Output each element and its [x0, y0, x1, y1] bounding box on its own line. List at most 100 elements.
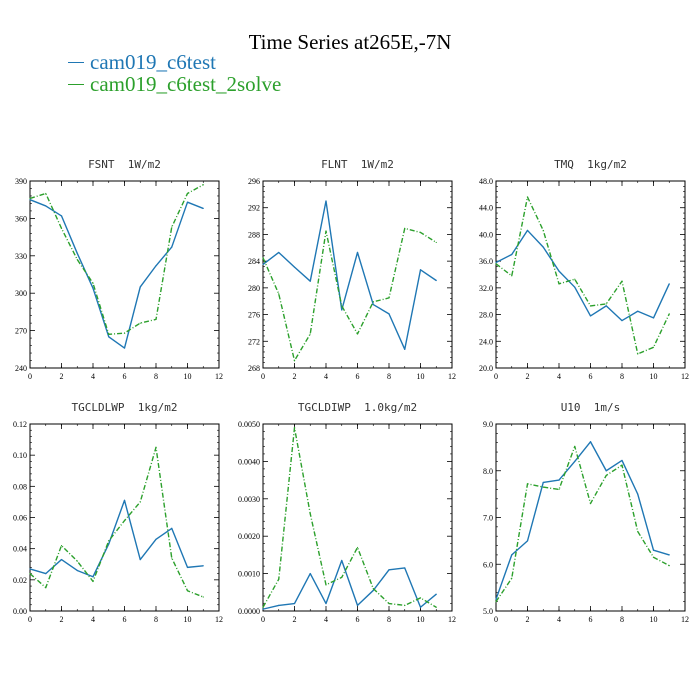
plot-frame	[262, 423, 453, 612]
panel-title: TMQ 1kg/m2	[554, 158, 627, 171]
plot-frame	[262, 180, 453, 369]
series-2-point	[589, 502, 592, 505]
series-1-point	[262, 608, 264, 610]
series-2-point	[293, 360, 296, 362]
series-1-point	[293, 602, 296, 605]
x-tick-label: 4	[557, 372, 561, 381]
x-tick-label: 12	[681, 615, 689, 624]
series-1-point	[419, 606, 422, 608]
x-tick-label: 4	[557, 615, 561, 624]
series-2-point	[108, 333, 110, 335]
series-2-point	[309, 513, 311, 515]
y-tick-label: 284	[248, 257, 260, 266]
series-2-point	[262, 606, 264, 608]
series-2-point	[605, 474, 607, 477]
series-2-point	[542, 229, 544, 232]
y-tick-label: 0.04	[13, 545, 27, 554]
x-tick-label: 6	[356, 615, 360, 624]
series-1-point	[309, 573, 311, 575]
series-2-point	[435, 241, 437, 244]
series-2-point	[574, 278, 576, 280]
series-2-point	[589, 305, 592, 307]
series-1-point	[325, 200, 327, 202]
panel-title: TGCLDLWP 1kg/m2	[72, 401, 178, 414]
panel-title: FSNT 1W/m2	[88, 158, 161, 171]
series-2-point	[123, 520, 126, 522]
series-line-1	[29, 199, 204, 349]
series-2-point	[29, 197, 31, 200]
y-tick-label: 7.0	[483, 514, 493, 523]
x-tick-label: 12	[215, 372, 223, 381]
series-line-2	[262, 227, 437, 362]
series-2-point	[526, 483, 529, 485]
series-1-point	[652, 317, 655, 319]
series-2-point	[171, 557, 173, 559]
series-2-point	[92, 580, 94, 582]
series-2-point	[76, 560, 78, 562]
series-line-1	[29, 499, 204, 578]
series-2-point	[621, 280, 623, 282]
series-2-point	[574, 445, 576, 448]
series-line-1	[495, 441, 670, 600]
y-tick-label: 276	[248, 311, 260, 320]
y-tick-label: 360	[15, 214, 27, 223]
panel-5: TGCLDIWP 1.0kg/m2 0 2 4 6 8 10 12 0.0000 0.0010 0.…	[238, 401, 456, 624]
series-line-1	[262, 200, 437, 350]
series-1-point	[637, 310, 639, 312]
x-tick-label: 8	[620, 615, 624, 624]
series-2-point	[186, 192, 189, 195]
x-tick-label: 4	[324, 615, 328, 624]
series-2-point	[526, 196, 529, 198]
series-2-point	[637, 530, 639, 533]
series-2-point	[372, 301, 374, 303]
series-1-point	[511, 554, 513, 556]
y-tick-label: 0.02	[13, 576, 27, 585]
x-tick-label: 8	[154, 615, 158, 624]
series-1-point	[29, 568, 31, 570]
series-1-point	[526, 540, 529, 542]
series-1-point	[511, 253, 513, 256]
series-1-point	[325, 602, 327, 605]
series-line-2	[262, 427, 437, 608]
series-2-point	[108, 540, 110, 542]
legend-label-series-1: cam019_c6test	[90, 50, 216, 74]
series-2-point	[495, 263, 497, 265]
series-2-point	[202, 184, 204, 186]
series-2-point	[341, 576, 343, 578]
y-tick-label: 0.08	[13, 482, 27, 491]
series-1-point	[108, 336, 110, 338]
y-tick-label: 6.0	[483, 560, 493, 569]
x-tick-label: 10	[184, 615, 192, 624]
x-tick-label: 10	[417, 615, 425, 624]
series-1-point	[668, 283, 670, 285]
series-2-point	[139, 322, 141, 324]
series-1-point	[108, 543, 110, 545]
series-2-point	[278, 578, 280, 580]
series-1-point	[404, 567, 406, 569]
series-1-point	[60, 558, 63, 561]
series-2-point	[92, 282, 94, 284]
y-tick-label: 48.0	[479, 177, 493, 186]
series-2-point	[542, 486, 544, 488]
y-tick-label: 36.0	[479, 257, 493, 266]
y-tick-label: 390	[15, 177, 27, 186]
series-1-point	[356, 604, 359, 606]
panel-2: FLNT 1W/m2 0 2 4 6 8 10 12 268 272 276 280 284 288 292…	[248, 158, 456, 381]
x-tick-label: 0	[494, 372, 498, 381]
panel-title: FLNT 1W/m2	[321, 158, 394, 171]
y-tick-label: 24.0	[479, 337, 493, 346]
x-tick-label: 10	[650, 372, 658, 381]
series-2-point	[262, 257, 264, 259]
x-tick-label: 2	[293, 372, 297, 381]
series-2-point	[419, 231, 422, 234]
series-1-point	[186, 201, 189, 203]
series-1-point	[388, 313, 390, 315]
x-tick-label: 6	[589, 615, 593, 624]
y-tick-label: 40.0	[479, 230, 493, 239]
y-tick-label: 0.0030	[238, 495, 260, 504]
series-2-point	[155, 318, 157, 320]
x-tick-label: 2	[60, 372, 64, 381]
series-1-point	[574, 286, 576, 288]
series-2-point	[419, 597, 422, 599]
x-tick-label: 8	[387, 372, 391, 381]
